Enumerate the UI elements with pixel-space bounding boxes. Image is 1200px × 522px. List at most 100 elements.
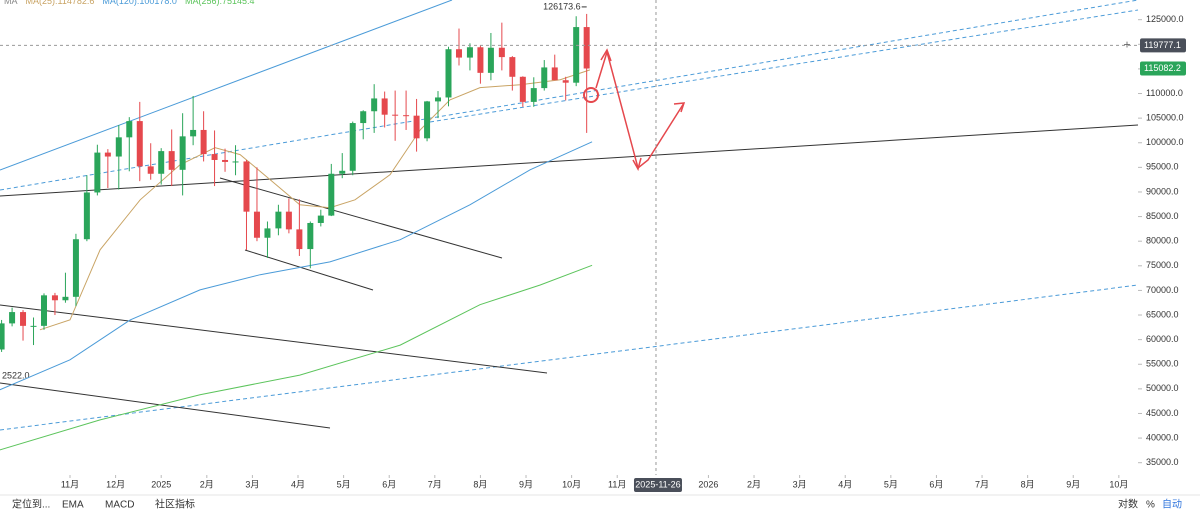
candle-body [403,115,410,117]
last-price-tag [1140,61,1186,76]
crosshair-x-tag [633,478,682,492]
x-tick-label: 9月 [1066,479,1080,489]
candle-body [562,80,569,83]
candle-body [296,229,303,250]
ma-line [0,264,593,451]
locate[interactable]: 定位到... [12,498,50,511]
candle-body [243,161,250,212]
forecast-arrow [595,49,685,170]
candle-body [551,67,558,81]
x-tick-label: 9月 [519,479,533,489]
x-tick-label: 7月 [975,479,989,489]
candle-body [360,111,367,124]
candle-body [104,152,111,157]
candle-body [275,211,282,229]
candle-body [147,166,154,174]
candle-body [455,49,462,58]
arrow-head [673,102,686,113]
y-tick-label: 60000.0 [1146,334,1179,344]
ema[interactable]: EMA [62,500,84,511]
candle-body [179,136,186,170]
candle-body [498,47,505,58]
legend-entry: MA(120):100178.0 [102,0,177,6]
x-tick-label: 4月 [291,479,305,489]
candle-body [62,296,69,301]
crosshair-y-label: 119777.1 [1144,40,1181,50]
trend-line [219,177,503,259]
candle-body [190,129,197,137]
candle-body [51,295,58,301]
x-tick-label: 3月 [793,479,807,489]
candle-body [509,57,516,77]
candle-body [307,222,314,250]
candle-body [222,159,229,162]
trend-line [0,0,1139,191]
candle-body [83,192,90,240]
high-label: 126173.6 [543,1,581,11]
y-tick-label: 65000.0 [1146,309,1179,319]
x-tick-label: 5月 [884,479,898,489]
candle-body [519,76,526,102]
y-tick-label: 70000.0 [1146,285,1179,295]
crosshair-x-label: 2025-11-26 [635,479,680,489]
y-tick-label: 85000.0 [1146,211,1179,221]
legend-entry: MA(256):75145.4 [185,0,255,6]
candle-body [211,154,218,160]
trend-line [0,124,1139,197]
x-tick-label: 2月 [200,479,214,489]
candle-body [285,211,292,230]
candle-body [466,47,473,58]
y-tick-label: 55000.0 [1146,359,1179,369]
candle-body [72,239,79,297]
candle-body [94,152,101,193]
candle-body [0,323,5,350]
candle-body [232,161,239,163]
legend-entry: MA(25):114782.6 [26,0,95,6]
macd[interactable]: MACD [105,500,134,511]
y-tick-label: 45000.0 [1146,408,1179,418]
y-tick-label: 110000.0 [1146,88,1183,98]
candle-body [253,211,260,238]
y-tick-label: 75000.0 [1146,260,1179,270]
candle-body [583,27,590,69]
trend-line [0,382,331,429]
x-tick-label: 8月 [473,479,487,489]
log[interactable]: 对数 [1118,498,1138,511]
candle-body [30,325,37,327]
legend: MA MA(25):114782.6 MA(120):100178.0 MA(256)… [4,0,255,6]
x-tick-label: 2月 [747,479,761,489]
x-tick-label: 11月 [61,479,79,489]
x-tick-label: 10月 [562,479,581,489]
candle-body [349,123,356,171]
x-tick-label: 11月 [608,479,626,489]
candle-body [41,295,48,326]
candle-body [413,115,420,139]
community[interactable]: 社区指标 [155,498,195,511]
y-tick-label: 105000.0 [1146,113,1184,123]
y-tick-label: 95000.0 [1146,162,1179,172]
candle-body [371,98,378,112]
ma-line [0,141,593,391]
candle-body [126,121,133,138]
candle-body [339,170,346,174]
price-annotation: 2522.0 [2,370,30,380]
x-tick-label: 6月 [929,479,943,489]
arrow-head [632,157,642,171]
legend-entry: MA [4,0,18,6]
x-tick-label: 10月 [1109,479,1128,489]
candle-body [200,129,207,155]
candle-body [168,151,175,170]
candle-body [541,67,548,89]
last-price-label: 115082.2 [1144,63,1181,73]
x-tick-label: 5月 [337,479,351,489]
auto[interactable]: 自动 [1162,498,1182,511]
y-tick-label: 90000.0 [1146,186,1179,196]
trend-line [429,9,1139,123]
y-tick-label: 50000.0 [1146,383,1179,393]
percent[interactable]: % [1146,500,1155,511]
candle-body [477,47,484,73]
trend-line [0,0,453,171]
drawings [0,0,1139,431]
x-tick-label: 3月 [245,479,259,489]
candle-body [573,27,580,83]
